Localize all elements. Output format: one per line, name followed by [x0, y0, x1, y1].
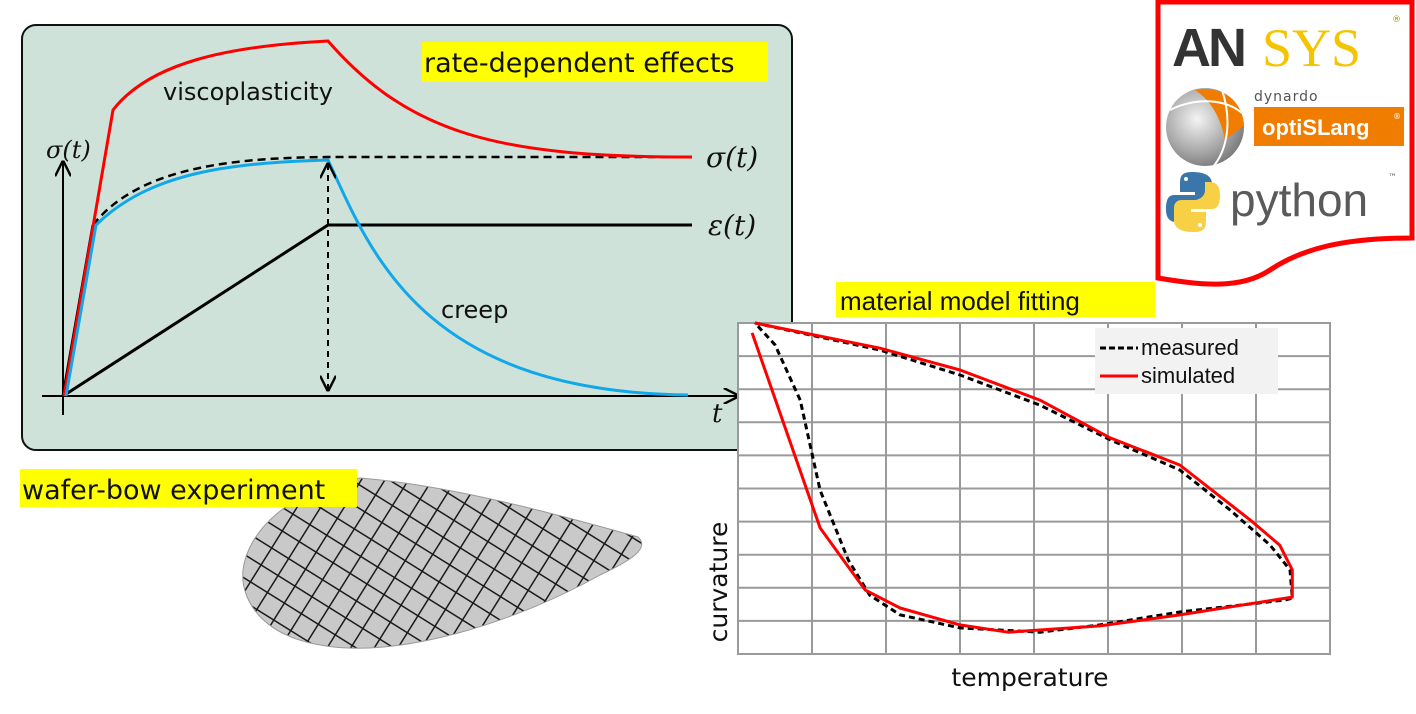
wafer-bow-section: wafer-bow experiment [20, 469, 643, 649]
title-highlight [422, 42, 768, 82]
wafer-image [242, 477, 643, 649]
software-logos: AN SYS ® dynardo optiSLang ® python ™ [1155, 0, 1415, 287]
legend-background [1095, 328, 1278, 394]
creep-label: creep [441, 296, 508, 324]
strain-label: ε(t) [708, 209, 756, 242]
dynardo-sphere-icon [1166, 88, 1244, 166]
y-axis-label: σ(t) [46, 136, 91, 164]
ansys-registered-mark: ® [1392, 15, 1401, 25]
viscoplasticity-curve [62, 39, 693, 397]
legend-measured-label: measured [1141, 335, 1239, 360]
x-axis-title: temperature [951, 663, 1108, 692]
optislang-badge [1254, 107, 1404, 146]
chart-title: material model fitting [840, 286, 1080, 316]
series-simulated-line [750, 321, 1294, 634]
viscoplasticity-label: viscoplasticity [163, 78, 333, 106]
chart-series [750, 321, 1294, 634]
optislang-registered-mark: ® [1393, 112, 1401, 121]
wafer-title-highlight [20, 469, 357, 507]
chart-legend: measured simulated [1095, 328, 1278, 394]
stress-label: σ(t) [706, 141, 758, 174]
stress-reference-curve [92, 155, 692, 226]
panel-background [21, 24, 793, 451]
panel-title: rate-dependent effects [424, 48, 735, 79]
creep-curve [64, 158, 689, 397]
optislang-label: optiSLang [1262, 115, 1370, 140]
chart-title-highlight [836, 282, 1155, 317]
x-axis-label: t [712, 399, 723, 429]
ansys-logo-an: AN [1172, 18, 1244, 78]
python-label: python [1230, 174, 1368, 226]
y-axis-title: curvature [704, 522, 733, 643]
dynardo-label: dynardo [1254, 89, 1319, 105]
legend-simulated-label: simulated [1141, 363, 1235, 388]
python-trademark: ™ [1388, 173, 1397, 183]
ansys-logo-sys: SYS [1262, 18, 1361, 78]
python-logo-icon [1166, 172, 1220, 232]
fitting-chart: material model fitting measured simulate… [704, 282, 1331, 692]
wafer-title: wafer-bow experiment [22, 475, 325, 506]
series-measured-line [753, 321, 1294, 634]
rate-dependent-panel: rate-dependent effects σ(t) t viscoplast… [21, 24, 793, 451]
